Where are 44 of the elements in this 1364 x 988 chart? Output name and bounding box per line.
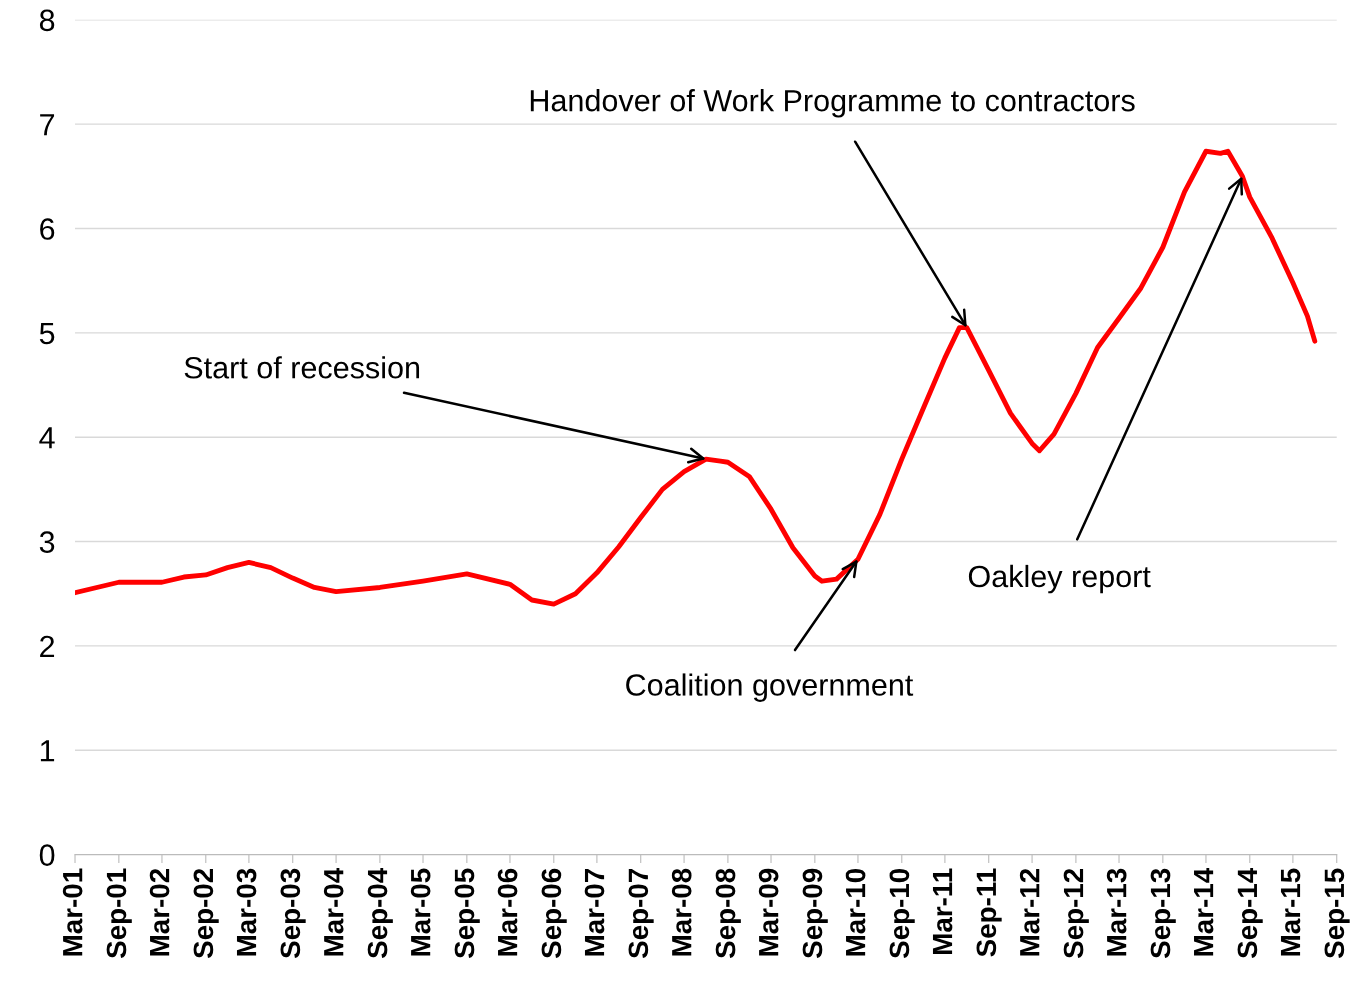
annotation: Start of recession bbox=[184, 356, 420, 379]
x-tick-label: Mar-07 bbox=[584, 869, 605, 956]
y-tick-label: 1 bbox=[40, 740, 55, 762]
y-tick-label: 8 bbox=[39, 9, 55, 32]
x-tick-label: Sep-05 bbox=[454, 868, 480, 959]
x-tick-label: Mar-04 bbox=[323, 867, 344, 956]
y-tick-label: 7 bbox=[40, 114, 55, 136]
annotation: Coalition government bbox=[626, 673, 914, 702]
y-tick-label: 6 bbox=[40, 218, 55, 240]
x-tick-label: Sep-10 bbox=[889, 868, 915, 959]
x-tick-label: Sep-06 bbox=[541, 868, 567, 959]
x-tick-label: Sep-14 bbox=[1237, 867, 1263, 959]
x-tick-label: Sep-11 bbox=[976, 868, 1002, 957]
x-tick-label: Mar-08 bbox=[671, 868, 692, 956]
x-tick-label: Sep-13 bbox=[1150, 868, 1176, 959]
x-tick-label: Sep-02 bbox=[193, 868, 219, 959]
x-tick-label: Sep-12 bbox=[1063, 868, 1089, 959]
x-tick-label: Mar-14 bbox=[1194, 867, 1214, 956]
y-tick-label: 4 bbox=[39, 427, 55, 449]
x-tick-label: Sep-03 bbox=[280, 868, 306, 959]
y-tick-label: 3 bbox=[39, 531, 55, 553]
annotation: Handover of Work Programme to contractors bbox=[530, 89, 1135, 118]
x-tick-label: Mar-02 bbox=[149, 868, 170, 956]
x-tick-label: Mar-06 bbox=[497, 868, 518, 956]
y-tick-label: 0 bbox=[39, 844, 55, 866]
x-tick-label: Mar-10 bbox=[845, 868, 866, 956]
annotation: Oakley report bbox=[968, 564, 1151, 594]
x-tick-label: Sep-07 bbox=[628, 869, 654, 959]
x-tick-label: Sep-01 bbox=[106, 868, 132, 959]
x-tick-label: Mar-01 bbox=[62, 868, 83, 956]
x-tick-label: Mar-11 bbox=[932, 868, 953, 954]
y-tick-label: 2 bbox=[40, 635, 55, 657]
y-tick-label: 5 bbox=[39, 322, 55, 345]
x-tick-label: Sep-15 bbox=[1324, 868, 1350, 959]
x-tick-label: Mar-12 bbox=[1019, 868, 1040, 956]
x-tick-label: Sep-08 bbox=[715, 868, 741, 959]
x-tick-label: Mar-15 bbox=[1280, 868, 1301, 956]
x-tick-label: Mar-13 bbox=[1106, 868, 1127, 956]
x-tick-label: Sep-09 bbox=[802, 868, 828, 959]
x-tick-label: Mar-03 bbox=[236, 868, 257, 956]
x-tick-label: Sep-04 bbox=[367, 867, 393, 959]
x-tick-label: Mar-05 bbox=[410, 868, 431, 956]
x-tick-label: Mar-09 bbox=[758, 868, 779, 956]
line-series bbox=[75, 148, 1318, 607]
